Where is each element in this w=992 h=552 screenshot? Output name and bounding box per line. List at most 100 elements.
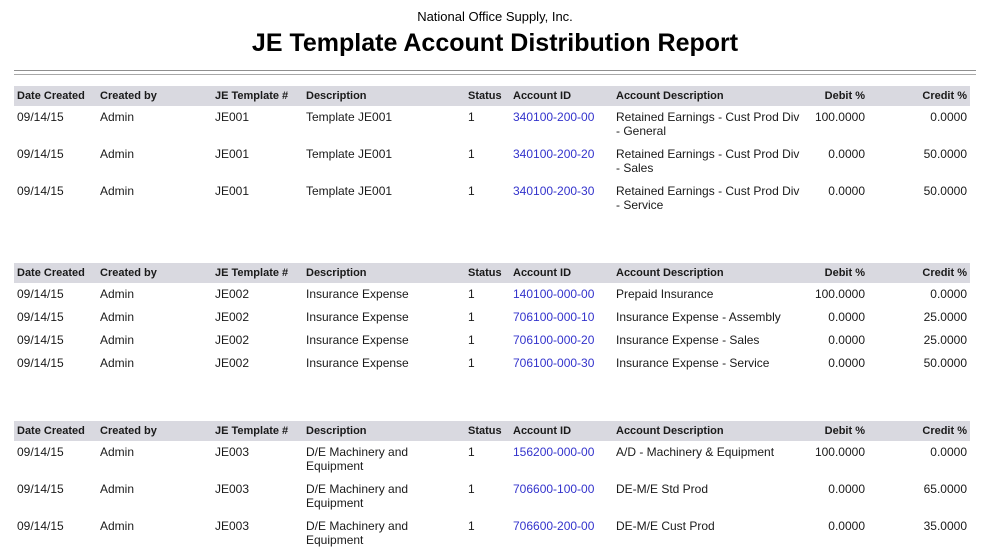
- cell-credit-pct: 25.0000: [923, 310, 967, 324]
- col-header-account-id: Account ID: [510, 421, 613, 441]
- cell-account-id: 156200-000-00: [510, 441, 613, 478]
- table-row: 09/14/15 Admin JE002 Insurance Expense 1…: [14, 352, 970, 375]
- cell-date-created: 09/14/15: [17, 482, 64, 496]
- cell-date-created: 09/14/15: [17, 310, 64, 324]
- cell-je-template: JE002: [215, 310, 250, 324]
- cell-debit-pct: 0.0000: [828, 333, 865, 347]
- cell-status: 1: [468, 310, 475, 324]
- table-row: 09/14/15 Admin JE002 Insurance Expense 1…: [14, 306, 970, 329]
- cell-account-id: 140100-000-00: [510, 283, 613, 306]
- cell-account-description: Retained Earnings - Cust Prod Div - Gene…: [616, 110, 800, 138]
- cell-description: Insurance Expense: [306, 333, 409, 347]
- col-header-date-created: Date Created: [14, 86, 97, 106]
- cell-account-id: 706600-100-00: [510, 478, 613, 515]
- col-header-credit-pct: Credit %: [868, 263, 970, 283]
- cell-created-by: Admin: [100, 147, 135, 161]
- cell-description: Template JE001: [306, 147, 393, 161]
- col-header-je-template: JE Template #: [212, 263, 303, 283]
- cell-date-created: 09/14/15: [17, 110, 64, 124]
- col-header-description: Description: [303, 86, 465, 106]
- table-header-row: Date Created Created by JE Template # De…: [14, 86, 970, 106]
- col-header-debit-pct: Debit %: [803, 263, 868, 283]
- cell-je-template: JE003: [215, 519, 250, 533]
- cell-credit-pct: 50.0000: [923, 147, 967, 161]
- je-template-section-1: Date Created Created by JE Template # De…: [14, 86, 970, 217]
- cell-created-by: Admin: [100, 310, 135, 324]
- cell-created-by: Admin: [100, 110, 135, 124]
- cell-account-id: 340100-200-30: [510, 180, 613, 217]
- col-header-created-by: Created by: [97, 263, 212, 283]
- cell-status: 1: [468, 287, 475, 301]
- cell-date-created: 09/14/15: [17, 519, 64, 533]
- cell-account-description: DE-M/E Cust Prod: [616, 519, 715, 533]
- cell-date-created: 09/14/15: [17, 333, 64, 347]
- cell-je-template: JE002: [215, 287, 250, 301]
- col-header-date-created: Date Created: [14, 421, 97, 441]
- cell-date-created: 09/14/15: [17, 445, 64, 459]
- account-id-link[interactable]: 706100-000-20: [513, 333, 595, 347]
- table-row: 09/14/15 Admin JE003 D/E Machinery and E…: [14, 515, 970, 552]
- cell-debit-pct: 100.0000: [814, 110, 865, 124]
- cell-status: 1: [468, 356, 475, 370]
- account-id-link[interactable]: 706100-000-10: [513, 310, 595, 324]
- cell-status: 1: [468, 147, 475, 161]
- col-header-date-created: Date Created: [14, 263, 97, 283]
- cell-account-description: Retained Earnings - Cust Prod Div - Serv…: [616, 184, 800, 212]
- cell-status: 1: [468, 482, 475, 496]
- cell-description: D/E Machinery and Equipment: [306, 445, 409, 473]
- cell-description: D/E Machinery and Equipment: [306, 482, 409, 510]
- col-header-description: Description: [303, 421, 465, 441]
- cell-credit-pct: 50.0000: [923, 356, 967, 370]
- table-header-row: Date Created Created by JE Template # De…: [14, 421, 970, 441]
- col-header-account-id: Account ID: [510, 86, 613, 106]
- cell-credit-pct: 35.0000: [923, 519, 967, 533]
- cell-je-template: JE001: [215, 147, 250, 161]
- account-id-link[interactable]: 340100-200-30: [513, 184, 595, 198]
- cell-account-description: Insurance Expense - Sales: [616, 333, 760, 347]
- col-header-credit-pct: Credit %: [868, 86, 970, 106]
- cell-created-by: Admin: [100, 287, 135, 301]
- cell-created-by: Admin: [100, 356, 135, 370]
- table-row: 09/14/15 Admin JE001 Template JE001 1 34…: [14, 106, 970, 143]
- cell-description: Insurance Expense: [306, 310, 409, 324]
- cell-date-created: 09/14/15: [17, 356, 64, 370]
- account-id-link[interactable]: 706600-200-00: [513, 519, 595, 533]
- cell-je-template: JE002: [215, 356, 250, 370]
- cell-account-description: A/D - Machinery & Equipment: [616, 445, 775, 459]
- cell-account-description: Insurance Expense - Assembly: [616, 310, 781, 324]
- col-header-je-template: JE Template #: [212, 421, 303, 441]
- account-id-link[interactable]: 140100-000-00: [513, 287, 595, 301]
- cell-account-description: Retained Earnings - Cust Prod Div - Sale…: [616, 147, 800, 175]
- col-header-status: Status: [465, 263, 510, 283]
- cell-debit-pct: 0.0000: [828, 356, 865, 370]
- cell-created-by: Admin: [100, 184, 135, 198]
- col-header-created-by: Created by: [97, 421, 212, 441]
- account-id-link[interactable]: 706600-100-00: [513, 482, 595, 496]
- cell-je-template: JE001: [215, 110, 250, 124]
- cell-credit-pct: 0.0000: [930, 110, 967, 124]
- je-template-section-3: Date Created Created by JE Template # De…: [14, 421, 970, 552]
- je-template-section-2: Date Created Created by JE Template # De…: [14, 263, 970, 375]
- cell-account-id: 340100-200-00: [510, 106, 613, 143]
- cell-created-by: Admin: [100, 482, 135, 496]
- cell-account-id: 340100-200-20: [510, 143, 613, 180]
- table-row: 09/14/15 Admin JE003 D/E Machinery and E…: [14, 441, 970, 478]
- cell-account-description: DE-M/E Std Prod: [616, 482, 709, 496]
- cell-date-created: 09/14/15: [17, 287, 64, 301]
- account-id-link[interactable]: 340100-200-00: [513, 110, 595, 124]
- cell-account-id: 706100-000-20: [510, 329, 613, 352]
- table-row: 09/14/15 Admin JE001 Template JE001 1 34…: [14, 143, 970, 180]
- cell-je-template: JE003: [215, 445, 250, 459]
- account-id-link[interactable]: 340100-200-20: [513, 147, 595, 161]
- cell-je-template: JE001: [215, 184, 250, 198]
- account-id-link[interactable]: 156200-000-00: [513, 445, 595, 459]
- account-id-link[interactable]: 706100-000-30: [513, 356, 595, 370]
- col-header-description: Description: [303, 263, 465, 283]
- cell-debit-pct: 0.0000: [828, 519, 865, 533]
- title-divider: [14, 70, 976, 75]
- cell-debit-pct: 0.0000: [828, 482, 865, 496]
- cell-status: 1: [468, 110, 475, 124]
- cell-je-template: JE002: [215, 333, 250, 347]
- cell-account-description: Prepaid Insurance: [616, 287, 714, 301]
- cell-debit-pct: 0.0000: [828, 310, 865, 324]
